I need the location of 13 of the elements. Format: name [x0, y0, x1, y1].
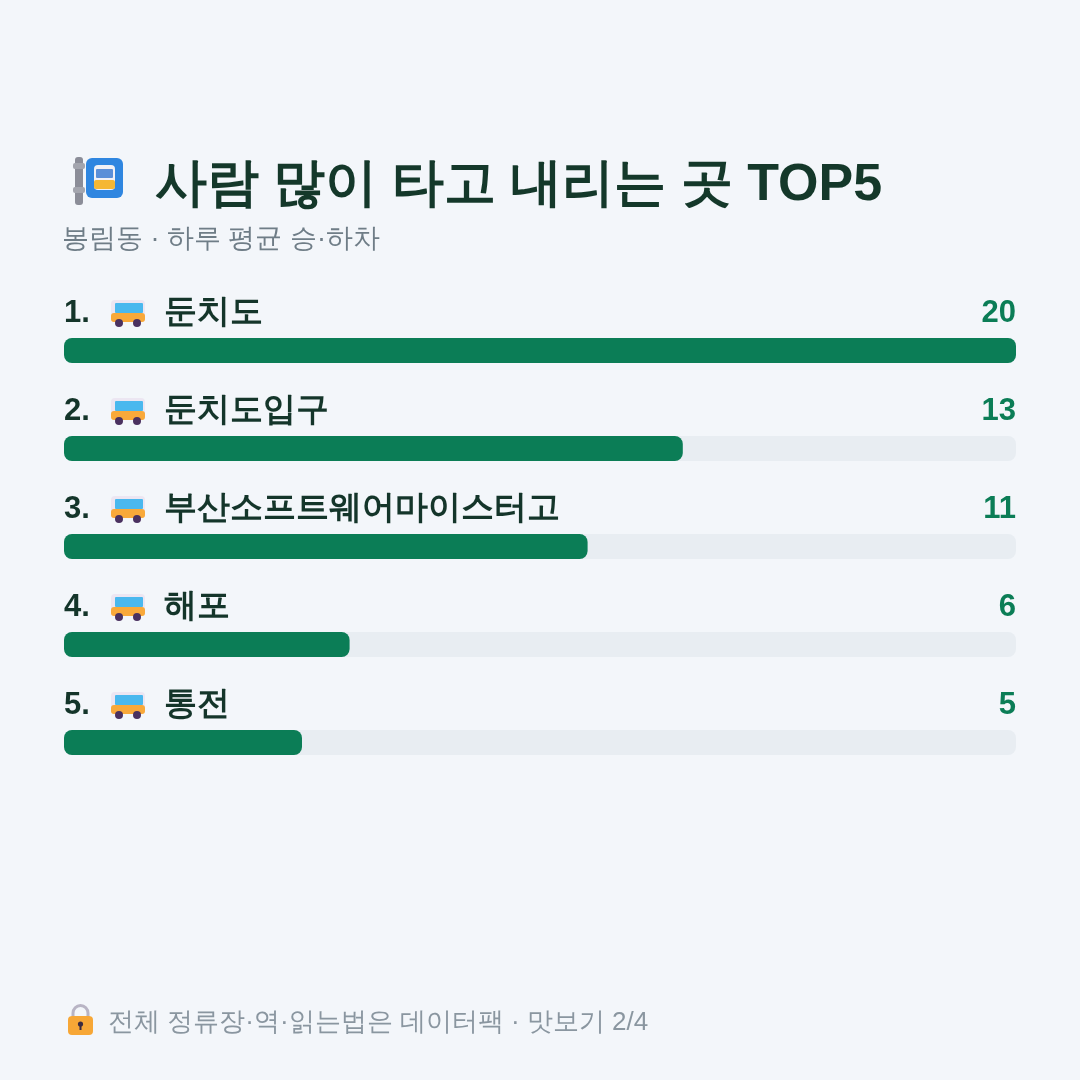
- chart-title: 사람 많이 타고 내리는 곳 TOP5: [155, 153, 883, 211]
- data-label: 13: [981, 392, 1016, 427]
- data-label: 6: [998, 588, 1016, 623]
- category-label: 3. 부산소프트웨어마이스터고: [64, 488, 560, 525]
- data-label: 11: [983, 490, 1016, 525]
- data-label: 5: [998, 686, 1016, 721]
- category-label: 4. 해포: [64, 586, 230, 623]
- chart-subtitle: 봉림동 · 하루 평균 승·하차: [62, 223, 380, 253]
- text: 전체 정류장·역·읽는법은 데이터팩 · 맛보기 2/4: [108, 1006, 649, 1036]
- category-label: 1. 둔치도: [64, 292, 263, 329]
- category-label: 5. 통전: [64, 684, 230, 721]
- data-label: 20: [981, 294, 1016, 329]
- category-label: 2. 둔치도입구: [64, 390, 329, 427]
